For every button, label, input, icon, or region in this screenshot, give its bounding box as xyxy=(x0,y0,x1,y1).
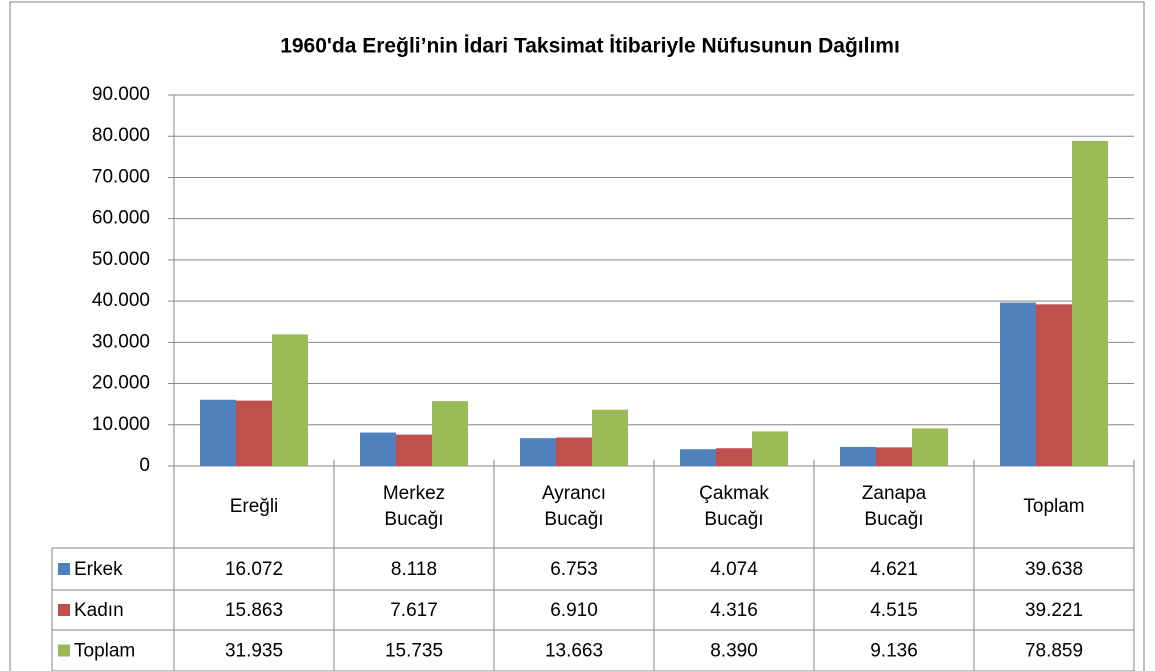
value-label: 13.663 xyxy=(545,641,603,662)
category: Merkez Bucağı xyxy=(382,483,446,530)
bar xyxy=(680,449,716,466)
bar xyxy=(556,437,592,466)
value-label: 31.935 xyxy=(225,641,283,662)
value-label: 15.735 xyxy=(385,641,443,662)
bar xyxy=(592,409,628,466)
bar xyxy=(1072,140,1108,467)
category: Toplam xyxy=(1023,496,1085,517)
value-label: 6.753 xyxy=(550,559,598,580)
value-label: 8.118 xyxy=(391,559,437,580)
y-tick-label: 60.000 xyxy=(92,208,150,229)
value-label: 7.617 xyxy=(390,600,438,621)
legend-swatch xyxy=(58,644,70,657)
x-tick-label: Ayrancı Bucağı xyxy=(494,466,654,548)
value-label: 4.074 xyxy=(710,559,758,580)
legend-swatch xyxy=(58,604,70,616)
bar xyxy=(752,431,788,466)
bar xyxy=(200,399,236,466)
bar xyxy=(1036,304,1072,466)
value-label: 39.638 xyxy=(1025,559,1083,580)
x-tick-label: Toplam xyxy=(974,466,1134,548)
value-label: 4.316 xyxy=(710,600,758,621)
value-label: 15.863 xyxy=(225,600,283,621)
y-tick-label: 70.000 xyxy=(92,166,150,187)
value-label: 4.515 xyxy=(870,600,918,621)
y-tick-label: 40.000 xyxy=(92,290,150,311)
value-label: 16.072 xyxy=(225,559,283,580)
bar xyxy=(520,438,556,466)
y-tick-label: 20.000 xyxy=(92,373,150,394)
x-tick-label: Çakmak Bucağı xyxy=(654,466,814,548)
category: Ayrancı Bucağı xyxy=(541,483,607,530)
chart-border xyxy=(9,1,1145,671)
legend-label: Toplam xyxy=(74,641,135,662)
bar xyxy=(272,334,308,466)
bar xyxy=(396,434,432,466)
legend-label: Kadın xyxy=(74,600,124,621)
value-label: 8.390 xyxy=(710,641,758,662)
bar xyxy=(1000,302,1036,466)
value-label: 9.136 xyxy=(870,641,918,662)
bar xyxy=(840,446,876,466)
value-label: 39.221 xyxy=(1025,600,1083,621)
value-label: 78.859 xyxy=(1025,641,1083,662)
y-tick-label: 0 xyxy=(139,455,150,476)
x-tick-label: Ereğli xyxy=(174,466,334,548)
legend-swatch xyxy=(58,563,70,575)
x-tick-label: Zanapa Bucağı xyxy=(814,466,974,548)
y-tick-label: 30.000 xyxy=(92,331,150,352)
category: Ereğli xyxy=(229,496,279,517)
legend-label: Erkek xyxy=(74,559,123,580)
value-label: 4.621 xyxy=(870,559,918,580)
y-tick-label: 50.000 xyxy=(92,249,150,270)
bar xyxy=(236,400,272,466)
category: Zanapa Bucağı xyxy=(861,483,927,530)
category: Çakmak Bucağı xyxy=(699,483,769,530)
bar xyxy=(432,401,468,466)
value-label: 6.910 xyxy=(550,600,598,621)
x-tick-label: Merkez Bucağı xyxy=(334,466,494,548)
y-tick-label: 10.000 xyxy=(92,414,150,435)
bar xyxy=(716,448,752,466)
bar xyxy=(912,428,948,466)
y-tick-label: 80.000 xyxy=(92,125,150,146)
y-tick-label: 90.000 xyxy=(92,84,150,105)
bar xyxy=(876,447,912,466)
chart-title: 1960'da Ereğli’nin İdari Taksimat İtibar… xyxy=(280,35,900,58)
bar xyxy=(360,432,396,466)
